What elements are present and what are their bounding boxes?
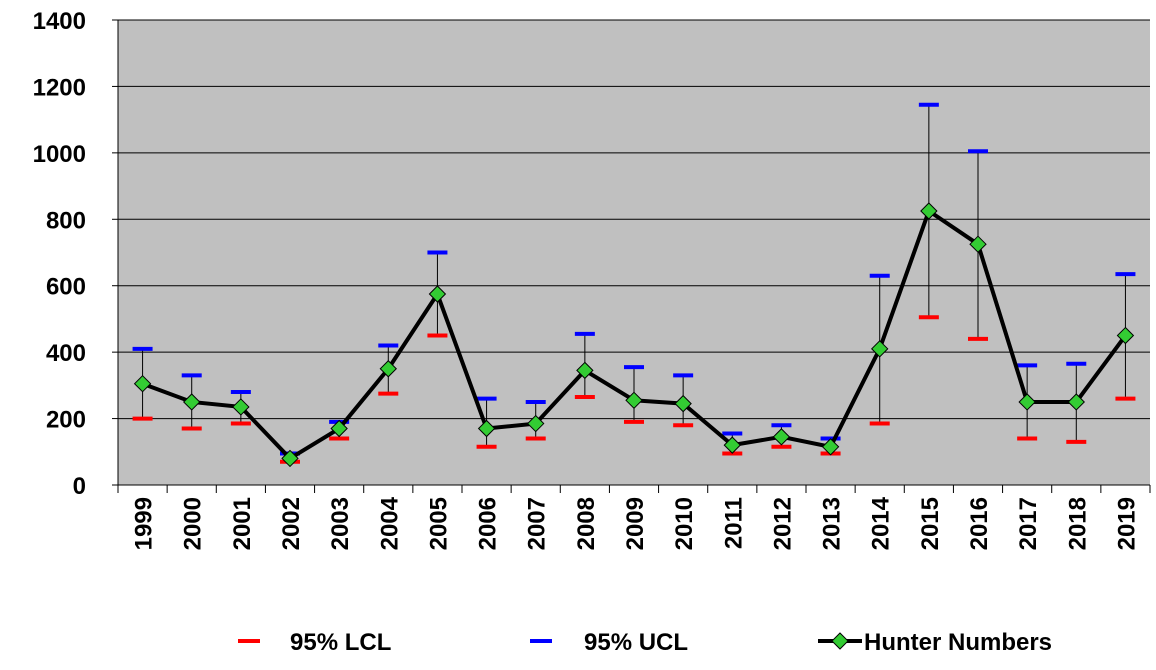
hunter-point xyxy=(232,398,250,416)
y-tick-label: 800 xyxy=(46,207,86,234)
x-tick-label: 2016 xyxy=(966,497,993,550)
x-tick-label: 2008 xyxy=(573,497,600,550)
y-tick-label: 1200 xyxy=(33,74,86,101)
hunter-point xyxy=(1018,393,1036,411)
x-tick-label: 2006 xyxy=(475,497,502,550)
hunter-point xyxy=(1067,393,1085,411)
hunter-point xyxy=(723,436,741,454)
legend-label: Hunter Numbers xyxy=(864,629,1052,656)
y-tick-label: 400 xyxy=(46,340,86,367)
hunter-point xyxy=(428,285,447,303)
x-tick-label: 2005 xyxy=(425,497,452,550)
hunter-point xyxy=(477,419,496,438)
hunter-point xyxy=(920,202,938,220)
x-tick-label: 2018 xyxy=(1064,497,1091,550)
hunter-point xyxy=(527,414,545,433)
x-tick-label: 1999 xyxy=(131,497,158,550)
hunter-point xyxy=(821,438,840,456)
hunter-point xyxy=(674,394,692,413)
y-tick-label: 1000 xyxy=(33,141,86,168)
x-tick-label: 2009 xyxy=(622,497,649,550)
hunter-point xyxy=(133,374,152,393)
x-tick-label: 2015 xyxy=(917,497,944,550)
hunter-point xyxy=(1116,326,1135,345)
y-tick-label: 0 xyxy=(73,473,86,500)
legend-label: 95% LCL xyxy=(290,629,391,656)
legend-label: 95% UCL xyxy=(584,629,688,656)
hunter-point xyxy=(625,391,643,410)
x-tick-label: 2012 xyxy=(769,497,796,550)
x-tick-label: 2002 xyxy=(278,497,305,550)
x-tick-label: 2004 xyxy=(376,496,403,550)
hunter-point xyxy=(183,393,201,411)
y-tick-label: 1400 xyxy=(33,8,86,35)
hunter-point xyxy=(871,340,889,358)
x-tick-label: 2007 xyxy=(524,497,551,550)
hunter-point xyxy=(330,419,348,438)
legend-hunter-marker xyxy=(831,632,849,650)
x-tick-label: 2010 xyxy=(671,497,698,550)
hunter-point xyxy=(772,428,791,446)
hunter-point xyxy=(379,360,397,378)
hunter-point xyxy=(281,449,299,468)
x-tick-label: 2001 xyxy=(229,497,256,550)
x-tick-label: 2019 xyxy=(1113,497,1140,550)
x-tick-label: 2013 xyxy=(819,497,846,550)
x-tick-label: 2014 xyxy=(868,496,895,550)
hunter-point xyxy=(576,361,594,380)
x-tick-label: 2003 xyxy=(327,497,354,550)
y-tick-label: 200 xyxy=(46,407,86,434)
x-tick-label: 2017 xyxy=(1015,497,1042,550)
y-tick-label: 600 xyxy=(46,274,86,301)
x-tick-label: 2000 xyxy=(180,497,207,550)
hunter-point xyxy=(969,235,987,253)
x-tick-label: 2011 xyxy=(720,497,747,549)
